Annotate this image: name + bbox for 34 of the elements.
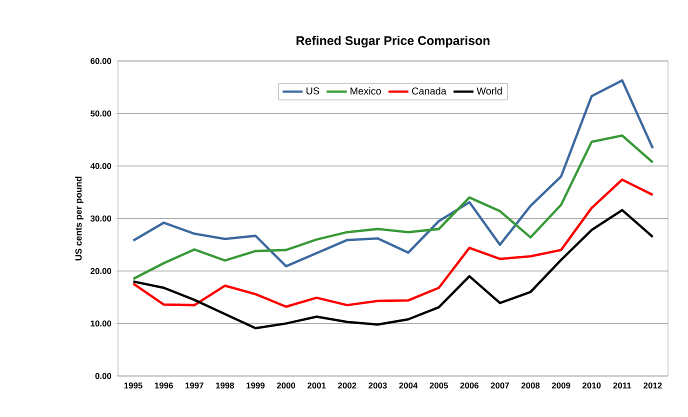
y-axis-title: US cents per pound [75, 176, 84, 260]
x-tick-label: 1999 [246, 382, 265, 389]
legend-label: World [476, 87, 502, 95]
x-tick-label: 1995 [124, 382, 142, 389]
x-tick-label: 2005 [430, 382, 448, 389]
x-tick-label: 2008 [521, 382, 540, 389]
y-tick-label: 40.00 [90, 163, 112, 169]
x-tick-label: 1997 [186, 382, 204, 389]
legend-label: US [306, 87, 320, 94]
legend-label: Mexico [350, 87, 381, 95]
chart-title: Refined Sugar Price Comparison [296, 36, 490, 48]
y-tick-label: 0.00 [95, 373, 112, 379]
x-tick-label: 2000 [276, 382, 296, 389]
y-tick-label: 20.00 [90, 268, 112, 274]
x-tick-label: 2002 [338, 382, 356, 389]
x-tick-label: 2003 [368, 382, 387, 389]
line-series [132, 178, 654, 308]
legend-label: Canada [412, 87, 446, 95]
y-tick-label: 10.00 [90, 320, 112, 326]
x-tick-label: 2011 [613, 382, 632, 389]
x-tick-label: 2010 [582, 382, 601, 389]
x-tick-label: 2009 [552, 382, 570, 389]
x-tick-label: 2007 [490, 382, 509, 389]
y-tick-label: 50.00 [90, 110, 112, 116]
x-tick-label: 2012 [644, 382, 662, 389]
y-tick-label: 60.00 [90, 58, 112, 64]
x-tick-label: 1996 [154, 382, 173, 389]
line-series [132, 208, 654, 330]
x-tick-label: 2004 [399, 382, 418, 389]
y-tick-label: 30.00 [90, 216, 112, 222]
x-tick-label: 2001 [307, 382, 326, 389]
x-tick-label: 2006 [460, 382, 479, 389]
x-tick-label: 1998 [216, 382, 234, 389]
line-series [132, 134, 654, 280]
